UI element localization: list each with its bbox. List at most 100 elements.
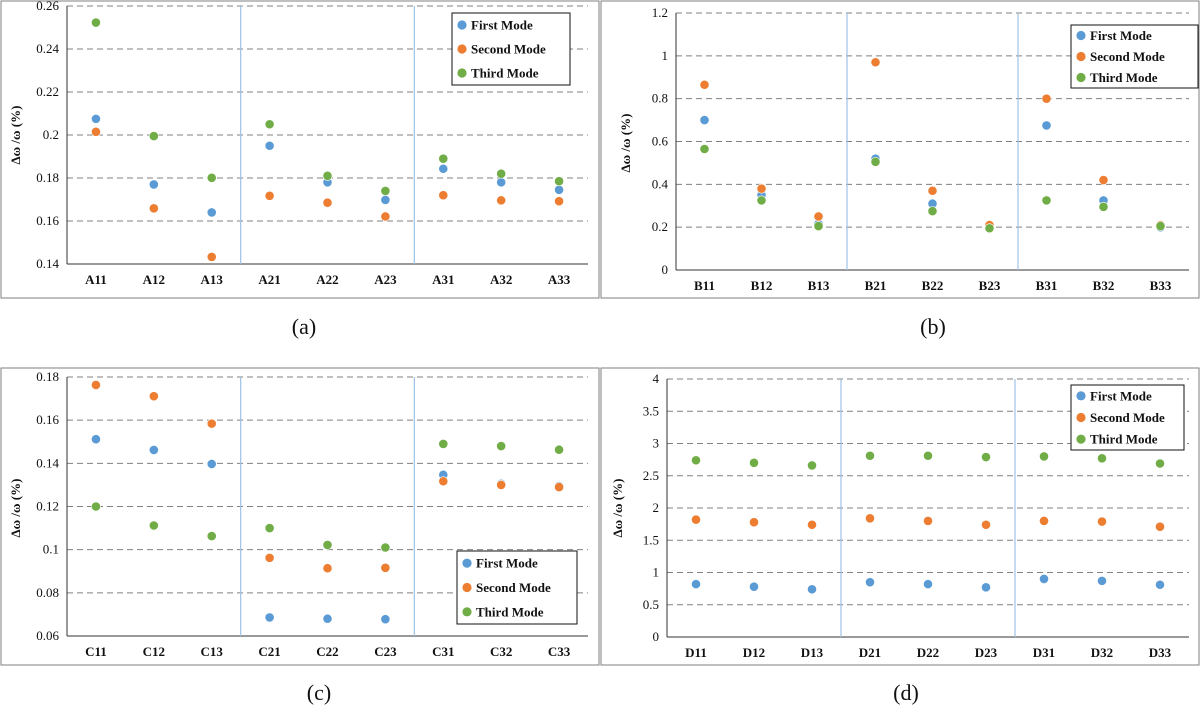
data-point-second-mode [756,183,767,194]
data-point-third-mode [1155,221,1166,231]
legend-box [456,550,578,625]
data-point-second-mode [496,480,507,490]
chart-panel: 0 0.5 1 1.5 2 2.5 3 3.5 4 D11 D12 D13 D21 D22 D23 D31 D3… [600,367,1200,666]
x-tick-label: D11 [685,645,707,660]
data-point-second-mode [148,391,159,402]
data-point-second-mode [91,380,101,390]
data-point-second-mode [927,185,938,196]
x-tick-label: C31 [432,644,454,659]
x-tick-label: D12 [743,645,765,660]
y-axis-label: Δω /ω (%) [8,106,23,165]
x-tick-label: A11 [85,272,107,287]
data-point-first-mode [148,179,159,190]
y-tick-label: 0.16 [36,213,59,228]
legend-marker [457,68,467,78]
panel-label: (a) [292,314,316,339]
data-point-second-mode [813,211,824,222]
y-tick-label: 0.14 [36,256,59,271]
data-point-second-mode [380,211,391,222]
y-tick-label: 0.08 [36,585,59,600]
x-tick-label: A33 [548,272,571,287]
legend-marker [1076,434,1086,444]
data-point-third-mode [1155,458,1165,469]
x-tick-label: C21 [258,644,280,659]
x-tick-label: D22 [917,645,939,660]
x-tick-label: D31 [1033,645,1055,660]
data-point-third-mode [691,455,701,466]
x-tick-label: C11 [85,644,107,659]
legend-marker [462,607,472,617]
data-point-first-mode [981,582,991,593]
legend-label: Third Mode [471,66,539,81]
data-point-first-mode [1155,579,1165,590]
legend-label: First Mode [1090,388,1152,403]
data-point-second-mode [1098,175,1109,185]
data-point-second-mode [438,190,449,201]
x-tick-label: B31 [1036,278,1058,293]
data-point-first-mode [206,459,217,469]
y-tick-label: 2.5 [643,468,659,483]
chart-panel: 0.06 0.08 0.1 0.12 0.14 0.16 0.18 C11 C12 C13 C21 C… [0,367,600,666]
x-tick-label: D23 [975,645,998,660]
legend-marker [457,20,467,30]
data-point-third-mode [756,195,767,206]
data-point-second-mode [1039,516,1049,526]
data-point-third-mode [438,153,449,164]
y-tick-label: 1 [653,565,660,580]
legend-label: First Mode [1090,28,1152,43]
y-tick-label: 2 [653,500,660,515]
legend-label: Second Mode [1090,410,1165,425]
x-tick-label: D13 [801,645,824,660]
y-tick-label: 0.22 [36,84,59,99]
y-tick-label: 0.1 [43,542,59,557]
x-tick-label: A13 [201,272,224,287]
data-point-third-mode [264,523,275,533]
legend-marker [1076,391,1086,401]
data-point-first-mode [1039,574,1049,584]
data-point-third-mode [923,450,933,461]
data-point-third-mode [148,131,159,141]
y-tick-label: 0.26 [36,0,59,13]
data-point-third-mode [749,457,759,468]
y-tick-label: 0.5 [643,597,659,612]
panel-label: (c) [307,680,331,705]
data-point-third-mode [981,452,991,462]
legend-label: Second Mode [476,580,551,595]
legend-marker [1076,412,1086,423]
data-point-second-mode [554,196,564,207]
data-point-first-mode [1041,120,1052,131]
y-tick-label: 3.5 [643,403,659,418]
data-point-third-mode [322,540,333,550]
data-point-third-mode [322,170,333,181]
data-point-first-mode [264,612,275,623]
data-point-first-mode [554,184,564,195]
legend-label: First Mode [471,18,533,33]
data-point-second-mode [438,476,449,487]
data-point-second-mode [807,519,817,530]
x-tick-label: D21 [859,645,881,660]
data-point-second-mode [322,197,333,208]
data-point-third-mode [148,520,159,531]
x-tick-label: A21 [258,272,280,287]
y-tick-label: 4 [653,371,660,386]
y-tick-label: 0.14 [36,455,59,470]
data-point-second-mode [749,517,759,528]
y-tick-label: 0.16 [36,412,59,427]
x-tick-label: C33 [548,644,571,659]
x-tick-label: B13 [808,278,830,293]
data-point-first-mode [923,579,933,590]
panel-label: (d) [893,680,919,705]
data-point-second-mode [691,514,701,525]
legend-box [451,12,571,86]
data-point-second-mode [264,552,275,563]
x-tick-label: B21 [865,278,887,293]
y-tick-label: 0.8 [652,91,668,106]
y-tick-label: 0.24 [36,41,59,56]
legend-box [1070,384,1185,451]
data-point-second-mode [865,513,875,524]
legend-label: Third Mode [476,604,544,619]
data-point-first-mode [496,177,507,188]
data-point-third-mode [438,439,449,449]
x-tick-label: B11 [694,278,715,293]
data-point-first-mode [699,115,710,125]
